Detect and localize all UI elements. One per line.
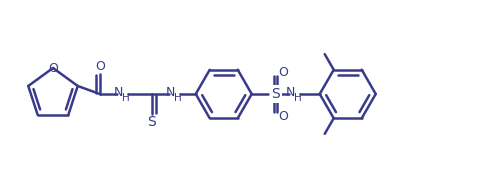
Text: N: N bbox=[286, 86, 295, 99]
Text: O: O bbox=[278, 109, 288, 122]
Text: H: H bbox=[122, 93, 130, 103]
Text: O: O bbox=[48, 61, 58, 74]
Text: N: N bbox=[114, 86, 123, 99]
Text: O: O bbox=[95, 61, 104, 74]
Text: N: N bbox=[166, 86, 175, 99]
Text: S: S bbox=[147, 115, 156, 129]
Text: O: O bbox=[278, 66, 288, 79]
Text: H: H bbox=[294, 93, 302, 103]
Text: H: H bbox=[174, 93, 182, 103]
Text: S: S bbox=[271, 87, 280, 101]
